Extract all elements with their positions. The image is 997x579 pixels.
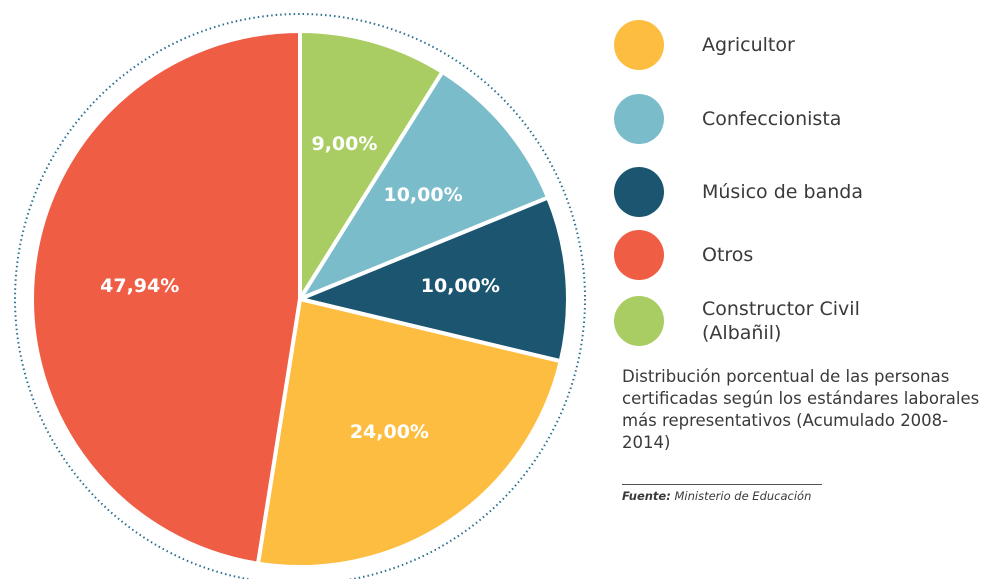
slice-label: 9,00% [311,133,377,155]
source: Fuente: Ministerio de Educación [622,489,811,503]
legend-item: Constructor Civil (Albañil) [614,296,872,346]
rule [622,484,822,485]
slice-label: 10,00% [383,184,462,206]
legend-label: Agricultor [702,34,795,56]
dotted-ring [14,13,586,579]
legend-label: Confeccionista [702,108,842,130]
legend-item: Agricultor [614,20,932,70]
legend-swatch [614,296,664,346]
legend-swatch [614,167,664,217]
slice [293,194,570,364]
source-label: Fuente: [622,489,671,503]
slice [255,296,564,569]
legend-item: Músico de banda [614,167,932,217]
legend-item: Otros [614,230,932,280]
slice [298,28,446,306]
slice-label: 24,00% [350,421,429,443]
legend-swatch [614,230,664,280]
caption: Distribución porcentual de las personas … [622,367,980,452]
pie: 9,00% 10,00% 10,00% 24,00% 47,94% [14,13,586,579]
legend-label: Músico de banda [702,181,863,203]
legend-label: Constructor Civil (Albañil) [702,298,860,344]
legend-swatch [614,20,664,70]
slice [30,28,302,566]
legend-item: Confeccionista [614,94,932,144]
slice-label: 47,94% [100,275,179,297]
legend-label: Otros [702,244,754,266]
slice-label: 10,00% [421,275,500,297]
source-text: Ministerio de Educación [674,489,812,503]
slice [295,69,551,304]
legend-swatch [614,94,664,144]
